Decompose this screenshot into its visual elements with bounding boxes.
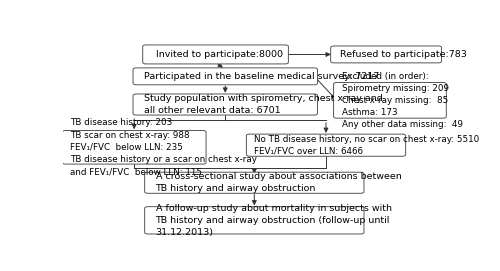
Text: Refused to participate:783: Refused to participate:783 [340,50,466,59]
FancyBboxPatch shape [142,45,288,64]
FancyBboxPatch shape [133,68,318,85]
FancyBboxPatch shape [144,172,364,193]
FancyBboxPatch shape [133,94,318,115]
Text: A follow-up study about mortality in subjects with
TB history and airway obstruc: A follow-up study about mortality in sub… [156,204,392,237]
FancyBboxPatch shape [246,134,406,156]
FancyBboxPatch shape [334,82,446,118]
FancyBboxPatch shape [62,131,206,164]
Text: Excluded (in order):
Spirometry missing: 209
Chest x-ray missing:  85
Asthma: 17: Excluded (in order): Spirometry missing:… [342,72,462,129]
Text: No TB disease history, no scar on chest x-ray: 5510
FEV₁/FVC over LLN: 6466: No TB disease history, no scar on chest … [254,135,480,156]
Text: Participated in the baseline medical survey: 7217: Participated in the baseline medical sur… [144,72,379,81]
FancyBboxPatch shape [330,46,442,63]
Text: Invited to participate:8000: Invited to participate:8000 [156,50,282,59]
Text: Study population with spirometry, chest x-ray and
all other relevant data: 6701: Study population with spirometry, chest … [144,94,382,115]
Text: TB disease history: 203
TB scar on chest x-ray: 988
FEV₁/FVC  below LLN: 235
TB : TB disease history: 203 TB scar on chest… [70,118,257,176]
Text: A cross-sectional study about associations between
TB history and airway obstruc: A cross-sectional study about associatio… [156,172,401,193]
FancyBboxPatch shape [144,207,364,234]
